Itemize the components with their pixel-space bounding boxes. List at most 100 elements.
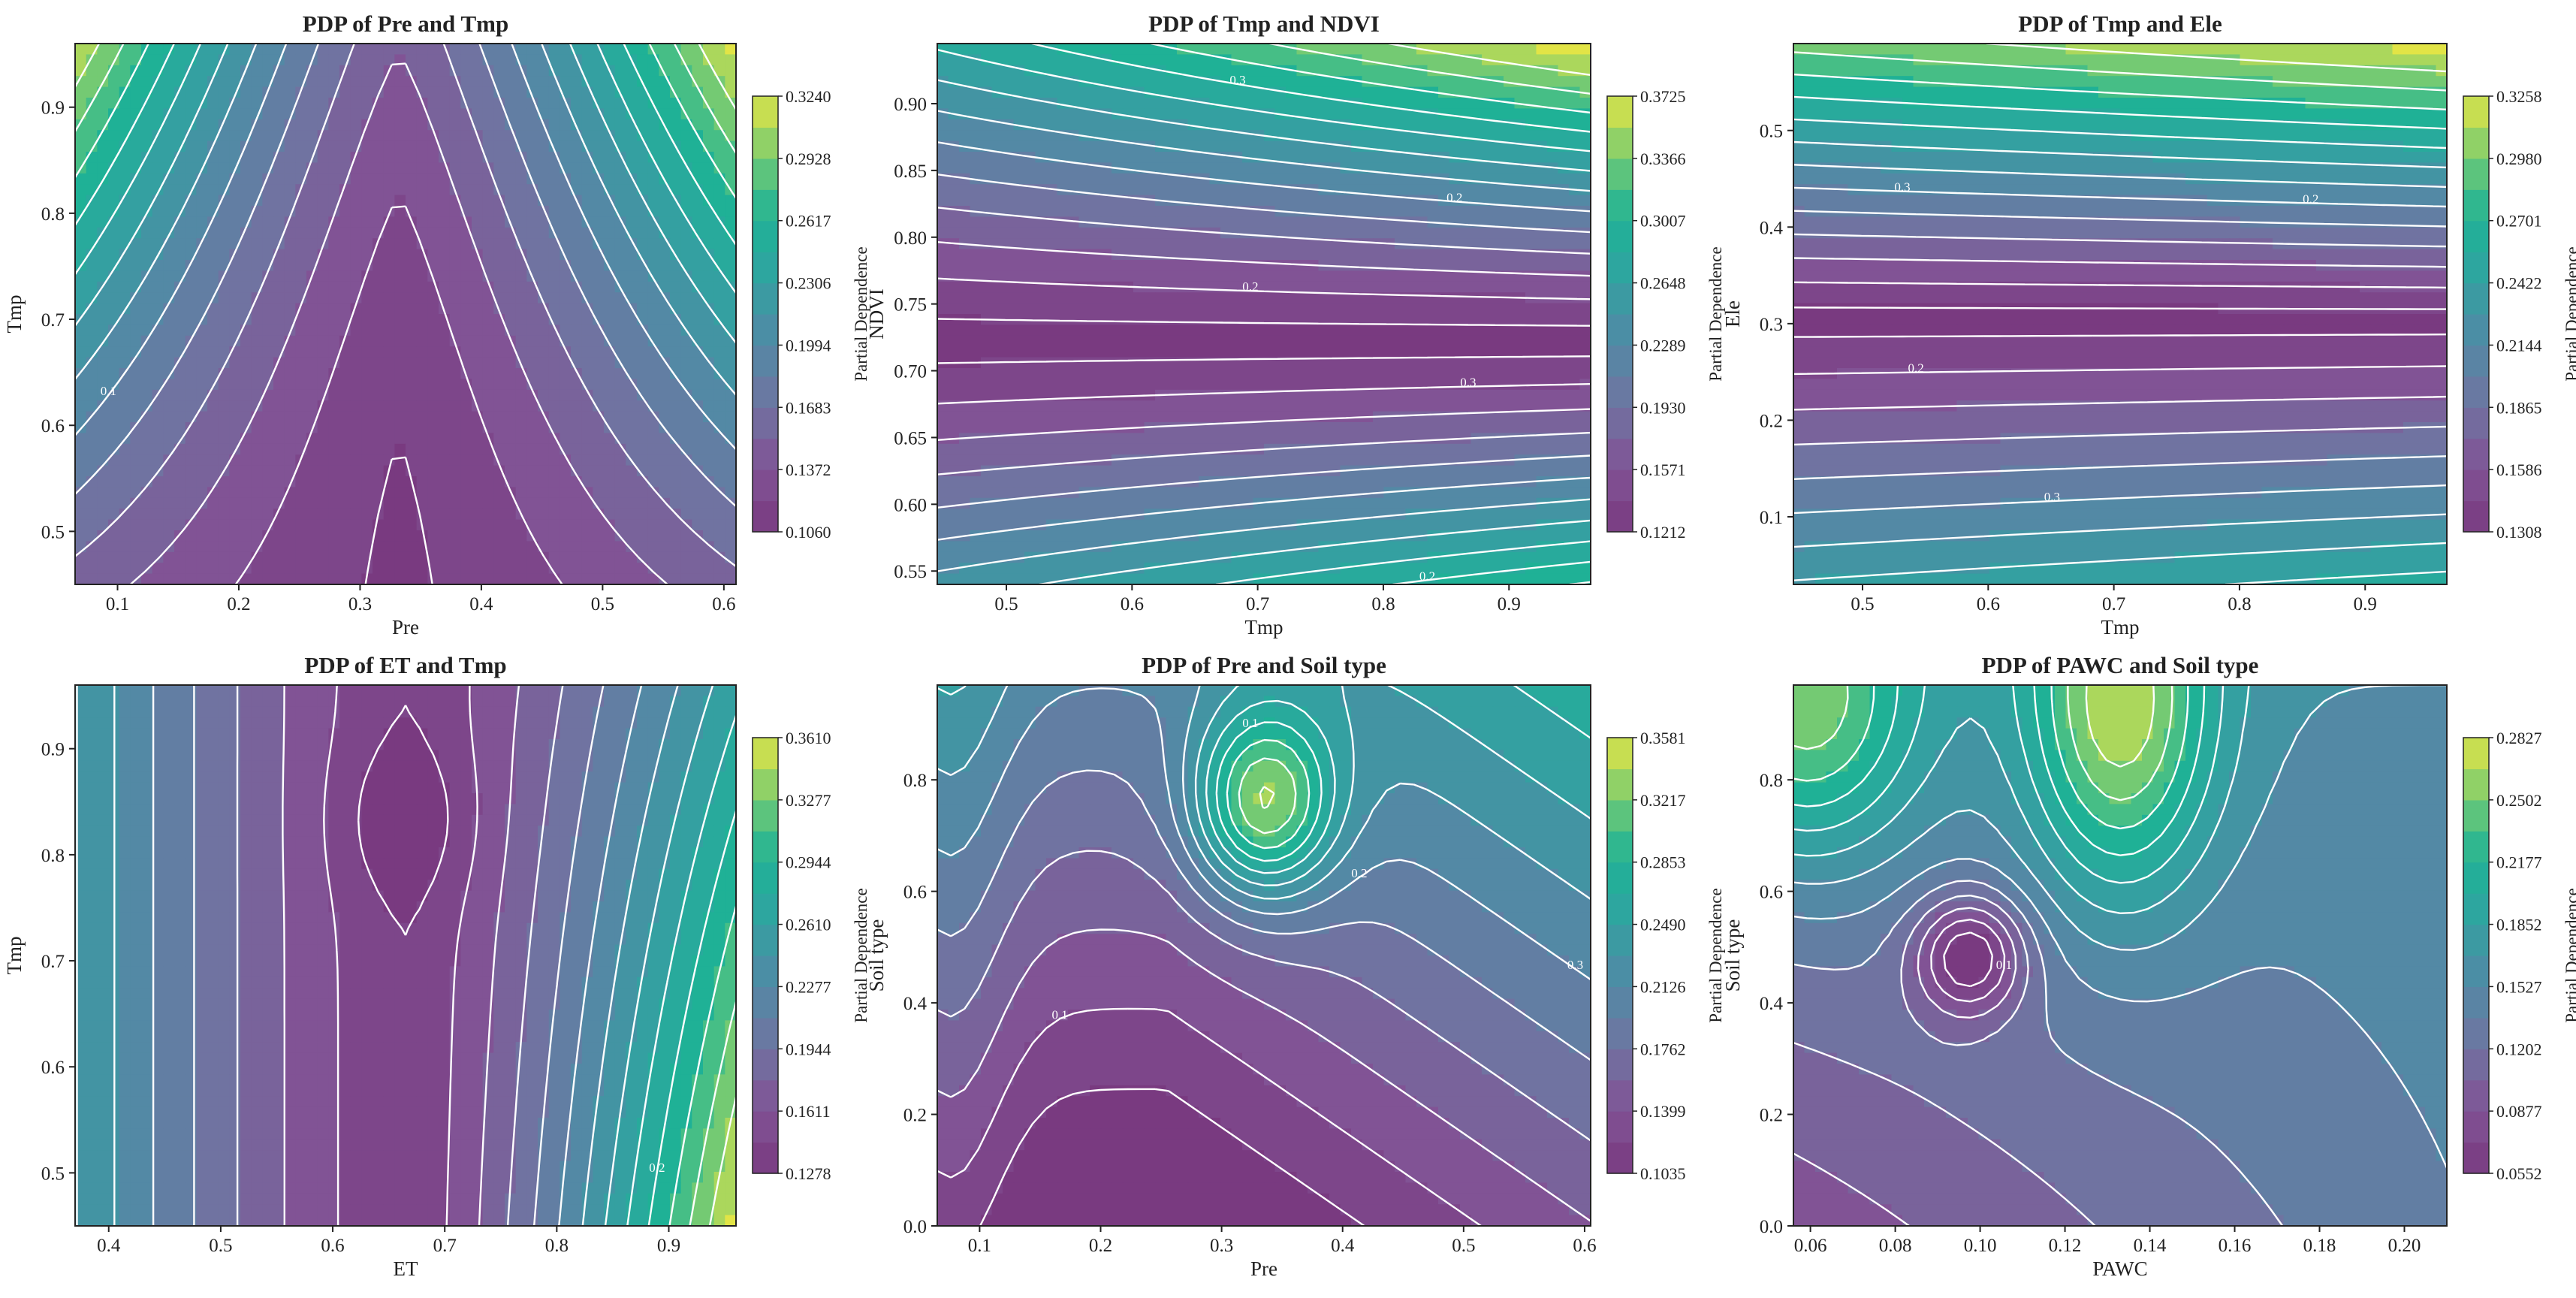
contour-cell <box>97 443 109 455</box>
contour-cell <box>273 108 285 120</box>
contour-cell <box>130 86 142 98</box>
contour-cell <box>1536 368 1548 379</box>
contour-cell <box>361 519 373 531</box>
contour-cell <box>1078 324 1090 337</box>
contour-cell <box>1438 292 1450 304</box>
contour-cell <box>207 422 219 433</box>
contour-cell <box>361 238 373 250</box>
contour-cell <box>1296 206 1308 217</box>
contour-cell <box>948 379 960 391</box>
contour-cell <box>1395 368 1407 379</box>
contour-cell <box>482 573 494 584</box>
contour-cell <box>991 206 1003 217</box>
contour-cell <box>141 76 153 88</box>
contour-cell <box>1013 108 1025 120</box>
contour-cell <box>937 303 949 315</box>
contour-cell <box>1286 119 1298 131</box>
contour-cell <box>406 324 418 337</box>
contour-cell <box>1078 357 1090 369</box>
contour-cell <box>427 44 439 55</box>
contour-cell <box>560 152 572 163</box>
contour-cell <box>1405 270 1417 282</box>
contour-cell <box>604 173 616 185</box>
colorbar-tick-label: 0.2306 <box>786 274 831 293</box>
contour-cell <box>218 108 230 120</box>
contour-cell <box>725 443 736 455</box>
contour-cell <box>295 44 307 55</box>
contour-cell <box>1460 357 1472 369</box>
contour-cell <box>937 238 949 250</box>
contour-cell <box>1373 314 1385 325</box>
contour-cell <box>86 249 98 261</box>
contour-cell <box>1274 76 1286 88</box>
contour-cell <box>670 422 682 433</box>
contour-cell <box>1373 238 1385 250</box>
contour-cell <box>1177 130 1189 142</box>
contour-cell <box>493 227 505 239</box>
contour-cell <box>991 346 1003 358</box>
contour-cell <box>970 227 982 239</box>
contour-cell <box>1057 108 1069 120</box>
contour-cell <box>1035 119 1047 131</box>
contour-cell <box>306 303 318 315</box>
contour-cell <box>991 335 1003 347</box>
contour-cell <box>1187 130 1199 142</box>
contour-cell <box>1329 346 1341 358</box>
contour-cell <box>713 541 725 553</box>
contour-cell <box>394 44 406 55</box>
contour-cell <box>713 476 725 488</box>
contour-cell <box>692 487 704 499</box>
contour-cell <box>981 98 993 109</box>
contour-cell <box>130 335 142 347</box>
contour-cell <box>119 541 131 553</box>
contour-cell <box>1383 357 1395 369</box>
contour-cell <box>1351 314 1363 325</box>
contour-cell <box>970 152 982 163</box>
contour-cell <box>97 162 109 174</box>
contour-cell <box>1013 303 1025 315</box>
contour-cell <box>948 292 960 304</box>
contour-cell <box>713 389 725 401</box>
contour-cell <box>449 422 461 433</box>
contour-cell <box>240 249 252 261</box>
contour-cell <box>317 551 329 563</box>
contour-cell <box>1078 260 1090 271</box>
contour-cell <box>526 44 538 55</box>
contour-cell <box>1078 303 1090 315</box>
contour-cell <box>959 227 971 239</box>
contour-cell <box>251 465 263 477</box>
contour-cell <box>262 530 274 542</box>
contour-cell <box>1274 216 1286 228</box>
contour-cell <box>306 227 318 239</box>
contour-cell <box>1405 324 1417 337</box>
contour-cell <box>439 270 451 282</box>
contour-cell <box>273 281 285 293</box>
contour-cell <box>427 454 439 466</box>
contour-cell <box>1373 281 1385 293</box>
contour-cell <box>1558 270 1570 282</box>
contour-cell <box>1242 238 1254 250</box>
contour-cell <box>273 422 285 433</box>
contour-cell <box>1308 119 1320 131</box>
contour-cell <box>295 368 307 379</box>
contour-cell <box>626 346 638 358</box>
contour-cell <box>229 433 241 445</box>
contour-cell <box>493 551 505 563</box>
contour-cell <box>1242 368 1254 379</box>
contour-cell <box>108 173 120 185</box>
contour-cell <box>1569 238 1581 250</box>
contour-cell <box>670 227 682 239</box>
contour-cell <box>670 314 682 325</box>
contour-cell <box>361 346 373 358</box>
contour-cell <box>1470 357 1483 369</box>
contour-cell <box>538 563 550 575</box>
contour-cell <box>1362 54 1374 66</box>
contour-cell <box>1035 130 1047 142</box>
contour-cell <box>373 314 385 325</box>
contour-cell <box>1242 324 1254 337</box>
contour-cell <box>207 108 219 120</box>
contour-cell <box>108 227 120 239</box>
contour-cell <box>1155 216 1167 228</box>
contour-cell <box>1579 76 1591 88</box>
contour-cell <box>505 65 517 77</box>
